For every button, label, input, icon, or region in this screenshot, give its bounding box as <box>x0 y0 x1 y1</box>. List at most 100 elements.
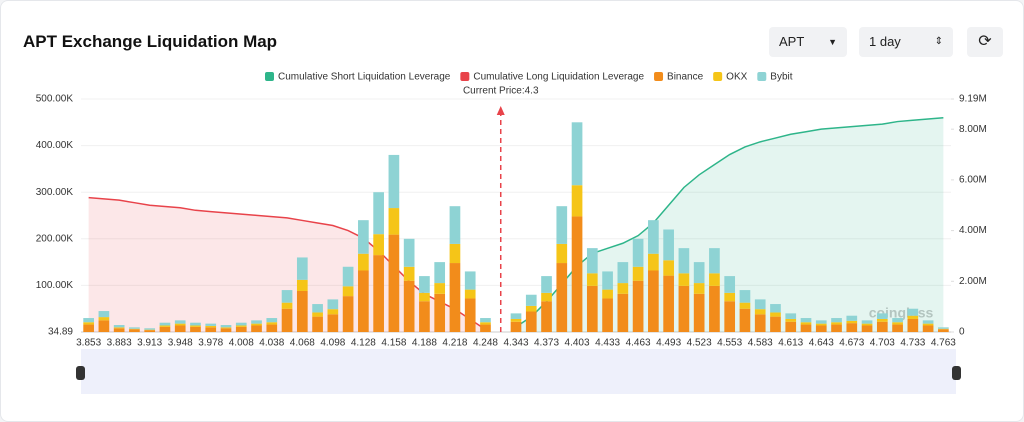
interval-select[interactable]: 1 day ⇕ <box>859 27 953 57</box>
symbol: APT <box>779 34 805 49</box>
bar <box>541 276 552 293</box>
bar <box>648 270 659 333</box>
bar <box>724 292 736 302</box>
bar <box>342 266 354 287</box>
bar <box>159 322 171 326</box>
bar <box>556 263 568 333</box>
bar <box>419 301 430 333</box>
bar <box>98 311 110 318</box>
bar <box>98 317 110 321</box>
bar <box>846 323 858 333</box>
bar <box>266 322 278 325</box>
range-slider[interactable] <box>81 349 956 394</box>
refresh-button[interactable]: ⟳ <box>967 27 1003 57</box>
bar <box>815 323 827 326</box>
bar <box>113 328 125 333</box>
bar <box>205 327 217 333</box>
y-tick-label: 34.89 <box>48 327 73 338</box>
bar <box>938 327 949 329</box>
bar <box>892 324 903 333</box>
bar <box>770 316 781 333</box>
bar <box>938 329 949 333</box>
x-tick-label: 3.853 <box>76 338 101 349</box>
bar <box>266 324 278 333</box>
bar <box>388 154 400 209</box>
bar <box>235 325 247 327</box>
bar <box>373 234 384 256</box>
bar <box>876 318 888 322</box>
x-tick-label: 4.673 <box>839 338 864 349</box>
legend-label: OKX <box>726 72 747 83</box>
bar <box>510 318 522 322</box>
legend-label: Binance <box>667 72 704 83</box>
x-tick-label: 4.403 <box>565 338 590 349</box>
x-tick-label: 4.248 <box>473 338 498 349</box>
bar <box>892 318 903 323</box>
bar <box>907 318 919 333</box>
bar <box>602 289 613 299</box>
bar <box>800 322 812 325</box>
bar <box>296 257 308 280</box>
bar <box>709 285 720 333</box>
bar <box>235 322 247 326</box>
bar <box>510 321 522 333</box>
bar <box>205 323 217 326</box>
bar <box>571 122 583 186</box>
y-tick-label: 500.00K <box>36 94 74 105</box>
bar <box>296 291 308 333</box>
x-tick-label: 4.703 <box>870 338 895 349</box>
bar <box>525 294 537 306</box>
x-tick-label: 3.883 <box>107 338 132 349</box>
bar <box>617 293 629 333</box>
slider-handle[interactable] <box>76 366 85 380</box>
x-tick-label: 4.763 <box>931 338 956 349</box>
bar <box>358 220 369 254</box>
bar <box>358 270 369 333</box>
bar <box>846 315 858 321</box>
bar <box>541 292 552 302</box>
bar <box>815 325 827 333</box>
y-tick-label: 100.00K <box>36 280 74 291</box>
bar <box>190 326 201 333</box>
bar <box>327 309 339 315</box>
bar <box>327 314 339 333</box>
x-tick-label: 4.733 <box>900 338 925 349</box>
bar <box>281 290 293 303</box>
bar <box>739 302 751 309</box>
bar <box>663 229 674 261</box>
bar <box>480 322 491 325</box>
x-tick-label: 4.098 <box>320 338 345 349</box>
bar <box>266 318 278 323</box>
bar <box>464 289 476 299</box>
bar <box>312 316 323 333</box>
symbol-select[interactable]: APT ▼ <box>769 27 847 57</box>
bar <box>586 248 598 274</box>
bar <box>388 208 400 235</box>
x-tick-label: 4.373 <box>534 338 559 349</box>
bar <box>907 308 919 316</box>
y2-tick-label: 4.00M <box>959 225 987 236</box>
bar <box>434 283 446 294</box>
bar <box>861 325 873 333</box>
bar <box>373 192 384 235</box>
bar <box>174 325 186 333</box>
slider-handle[interactable] <box>952 366 961 380</box>
bar <box>235 326 247 333</box>
y-tick-label: 400.00K <box>36 140 74 151</box>
bar <box>785 313 797 319</box>
x-tick-label: 4.218 <box>442 338 467 349</box>
bar <box>831 324 842 333</box>
bar <box>648 220 659 254</box>
x-tick-label: 4.158 <box>381 338 406 349</box>
title: APT Exchange Liquidation Map <box>23 32 278 51</box>
bar <box>129 327 140 329</box>
bar <box>480 324 491 333</box>
x-tick-label: 4.613 <box>778 338 803 349</box>
bar <box>220 325 232 328</box>
bar <box>556 243 568 264</box>
legend-label: Cumulative Long Liquidation Leverage <box>473 72 644 83</box>
x-tick-label: 4.523 <box>687 338 712 349</box>
bar <box>632 280 644 333</box>
bar <box>754 299 766 310</box>
